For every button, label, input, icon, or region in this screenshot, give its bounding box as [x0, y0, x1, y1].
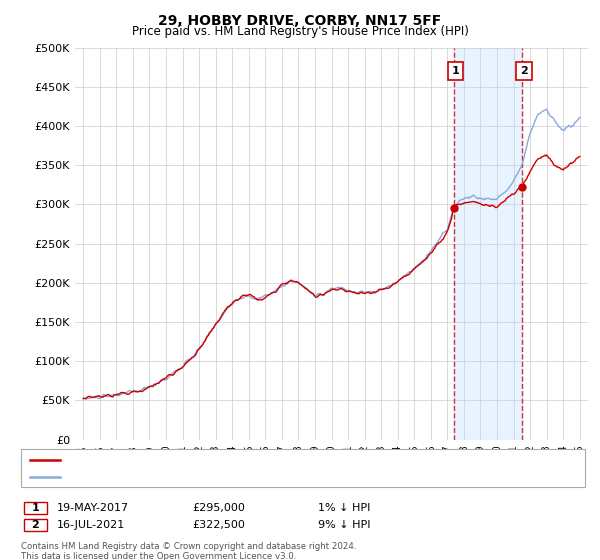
Text: 19-MAY-2017: 19-MAY-2017	[57, 503, 129, 513]
Text: Price paid vs. HM Land Registry's House Price Index (HPI): Price paid vs. HM Land Registry's House …	[131, 25, 469, 38]
Text: 9% ↓ HPI: 9% ↓ HPI	[318, 520, 371, 530]
Text: 2: 2	[32, 520, 39, 530]
Text: 1% ↓ HPI: 1% ↓ HPI	[318, 503, 370, 513]
Text: 1: 1	[451, 66, 459, 76]
Text: 2: 2	[520, 66, 528, 76]
Text: £322,500: £322,500	[192, 520, 245, 530]
Text: 29, HOBBY DRIVE, CORBY, NN17 5FF (detached house): 29, HOBBY DRIVE, CORBY, NN17 5FF (detach…	[69, 455, 354, 465]
Text: 1: 1	[32, 503, 39, 513]
Text: 16-JUL-2021: 16-JUL-2021	[57, 520, 125, 530]
Text: HPI: Average price, detached house, North Northamptonshire: HPI: Average price, detached house, Nort…	[69, 472, 389, 482]
Text: £295,000: £295,000	[192, 503, 245, 513]
Text: Contains HM Land Registry data © Crown copyright and database right 2024.
This d: Contains HM Land Registry data © Crown c…	[21, 542, 356, 560]
Bar	[454, 48, 523, 440]
Text: 29, HOBBY DRIVE, CORBY, NN17 5FF: 29, HOBBY DRIVE, CORBY, NN17 5FF	[158, 14, 442, 28]
